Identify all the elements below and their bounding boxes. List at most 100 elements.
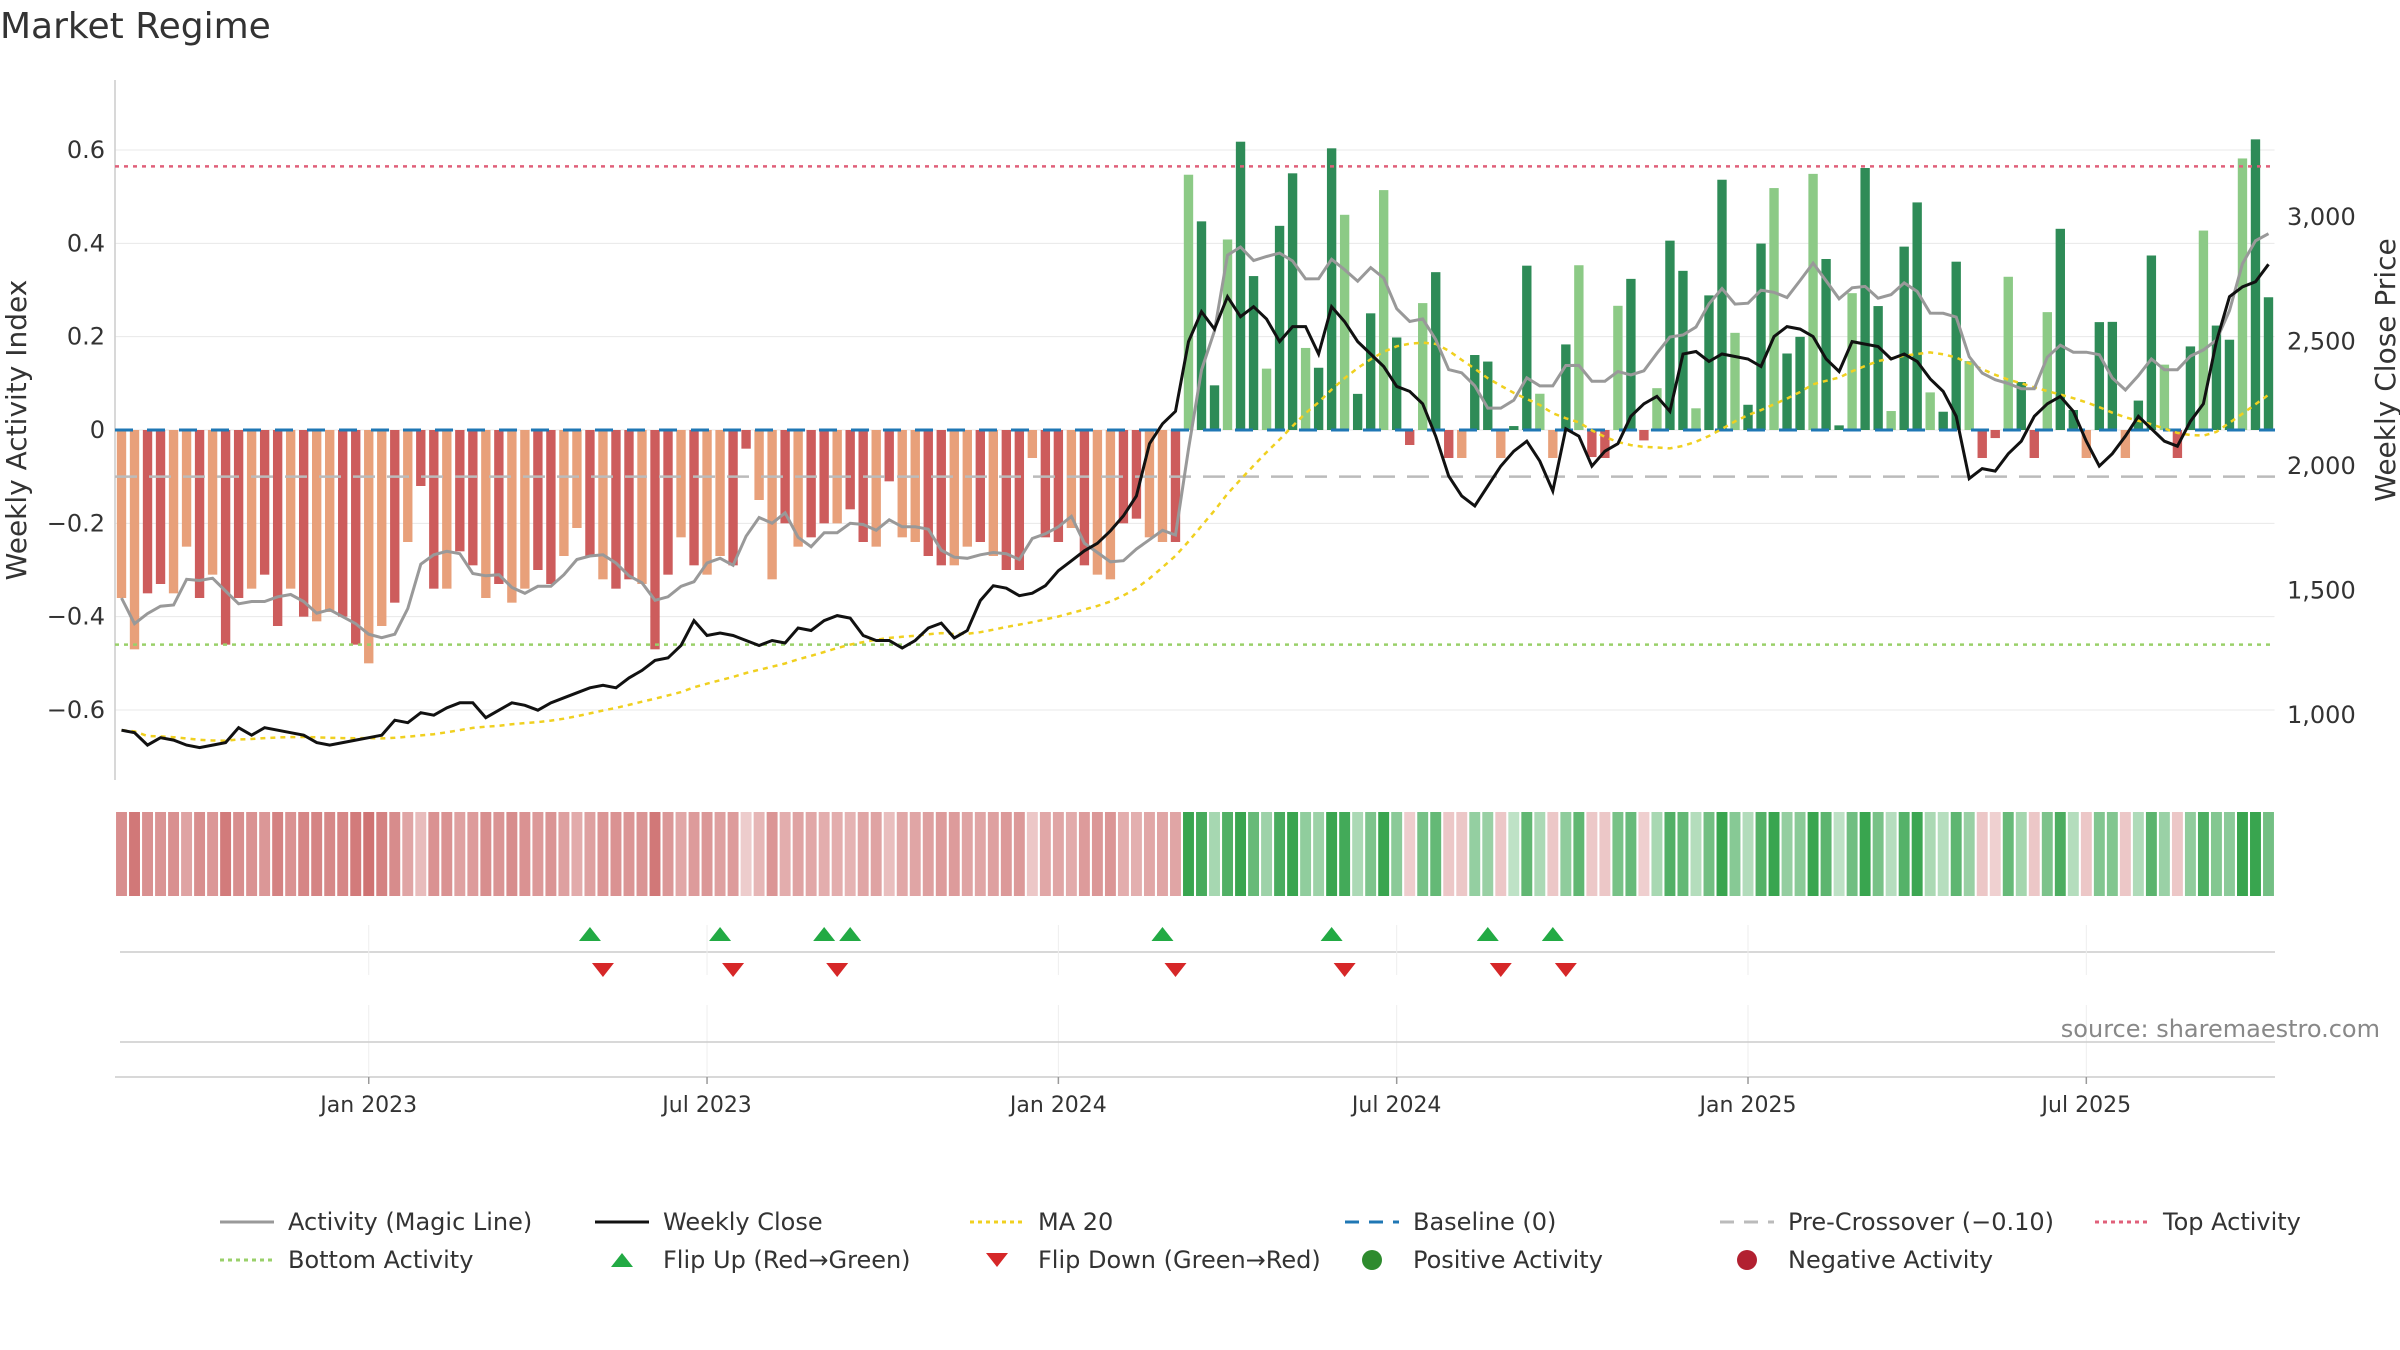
negative-activity-bar <box>871 430 881 547</box>
legend-label: Activity (Magic Line) <box>288 1208 533 1236</box>
negative-activity-bar <box>1105 430 1116 580</box>
activity-magic-line <box>120 232 2270 640</box>
positive-activity-bar <box>1509 426 1519 430</box>
regime-cell <box>2106 812 2118 896</box>
bottom-panel <box>115 1005 2275 1078</box>
negative-activity-bar <box>689 430 699 566</box>
regime-cell <box>1013 812 1025 896</box>
negative-activity-bar <box>676 430 686 538</box>
left-tick-label: 0.4 <box>67 229 105 257</box>
legend-item-baseline: Baseline (0) <box>1343 1208 1556 1236</box>
negative-activity-bar <box>2029 430 2039 458</box>
positive-activity-bar <box>1834 425 1844 430</box>
regime-cell <box>1143 812 1155 896</box>
positive-activity-bar <box>1535 393 1545 430</box>
negative-activity-bar <box>455 430 465 552</box>
regime-cell <box>285 812 297 896</box>
legend-symbol-ma <box>970 1220 1024 1224</box>
negative-activity-bar <box>285 430 296 589</box>
negative-activity-bar <box>233 430 244 598</box>
regime-cell <box>740 812 752 896</box>
positive-activity-bar <box>1418 303 1428 430</box>
negative-activity-bar <box>142 430 153 594</box>
regime-cell <box>493 812 505 896</box>
negative-activity-bar <box>1131 430 1142 519</box>
negative-activity-bar <box>481 430 491 598</box>
regime-cell <box>1196 812 1207 896</box>
left-tick-label: −0.2 <box>47 509 105 537</box>
regime-cell <box>1885 812 1897 896</box>
positive-activity-bar <box>2042 312 2052 430</box>
regime-cell <box>558 812 570 896</box>
positive-activity-bar <box>1847 293 1857 430</box>
regime-cell <box>1365 812 1377 896</box>
regime-cell <box>636 812 648 896</box>
source-credit: source: sharemaestro.com <box>2060 1015 2380 1043</box>
negative-activity-bar <box>1053 430 1064 542</box>
regime-cell <box>1573 812 1585 896</box>
negative-activity-bar <box>403 430 413 542</box>
negative-activity-bar <box>2120 430 2131 458</box>
positive-activity-bar <box>2146 255 2157 430</box>
negative-activity-bar <box>194 430 205 598</box>
left-tick-label: −0.4 <box>47 603 105 631</box>
negative-activity-bar <box>975 430 985 542</box>
regime-cell <box>2041 812 2053 896</box>
regime-cell <box>389 812 401 896</box>
negative-activity-bar <box>1639 430 1649 441</box>
regime-cell <box>948 812 960 896</box>
regime-cell <box>155 812 167 896</box>
regime-cell <box>402 812 414 896</box>
negative-activity-bar <box>207 430 218 575</box>
regime-cell <box>961 812 973 896</box>
positive-activity-bar <box>1483 361 1493 430</box>
legend-label: Negative Activity <box>1788 1246 1994 1274</box>
regime-cell <box>233 812 245 896</box>
regime-cell <box>207 812 219 896</box>
regime-cell <box>1703 812 1715 896</box>
regime-cell <box>1651 812 1663 896</box>
positive-activity-bar <box>1665 240 1675 430</box>
negative-activity-bar <box>325 430 335 612</box>
regime-cell <box>1117 812 1129 896</box>
regime-cell <box>1026 812 1038 896</box>
negative-activity-bar <box>1001 430 1012 570</box>
negative-activity-bar <box>598 430 608 580</box>
x-axis-ticks: Jan 2023 Jul 2023 Jan 2024 Jul 2024 Jan 2025… <box>318 1077 2131 1118</box>
regime-cell <box>168 812 180 896</box>
positive-activity-bar <box>1196 221 1207 430</box>
negative-activity-bar <box>897 430 907 538</box>
regime-cell <box>1495 812 1507 896</box>
negative-activity-bar <box>272 430 283 626</box>
regime-cell <box>1404 812 1416 896</box>
positive-activity-bar <box>1808 173 1818 431</box>
positive-activity-bar <box>1626 278 1636 430</box>
weekly-close-line <box>121 263 2270 750</box>
negative-activity-bar <box>1548 430 1558 458</box>
regime-cell <box>922 812 934 896</box>
regime-cell <box>1937 812 1949 896</box>
positive-activity-bar <box>1300 347 1311 430</box>
left-tick-label: 0.2 <box>67 323 105 351</box>
positive-activity-bar <box>2224 339 2235 430</box>
regime-cell <box>194 812 206 896</box>
regime-cell <box>1807 812 1819 896</box>
negative-activity-bar <box>923 430 933 556</box>
positive-activity-bar <box>1574 265 1584 430</box>
negative-activity-bar <box>715 430 725 556</box>
negative-activity-bar <box>702 430 712 575</box>
positive-activity-bar <box>1613 305 1623 430</box>
regime-cell <box>753 812 765 896</box>
positive-activity-bar <box>2198 230 2209 430</box>
positive-activity-bar <box>2185 346 2196 430</box>
negative-activity-bar <box>559 430 569 556</box>
positive-activity-bar <box>1717 179 1727 430</box>
regime-cell <box>1261 812 1273 896</box>
regime-cell <box>1326 812 1338 896</box>
regime-cell <box>1339 812 1351 896</box>
regime-cell <box>714 812 726 896</box>
regime-cell <box>1130 812 1142 896</box>
regime-cell <box>1313 812 1325 896</box>
regime-cell <box>1820 812 1832 896</box>
